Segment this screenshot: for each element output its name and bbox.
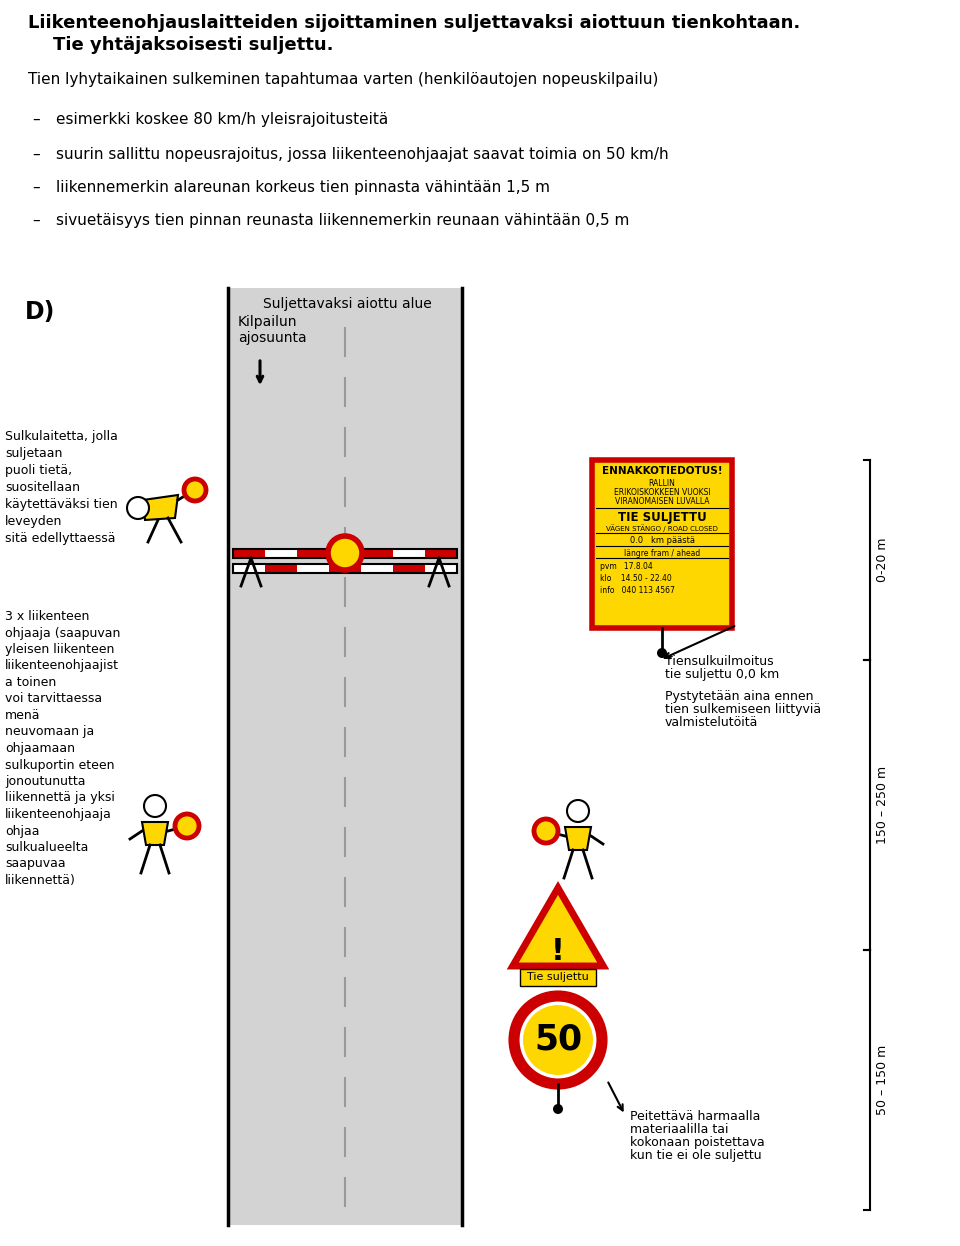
Text: Tie yhtäjaksoisesti suljettu.: Tie yhtäjaksoisesti suljettu.	[28, 36, 333, 54]
Text: 3 x liikenteen
ohjaaja (saapuvan
yleisen liikenteen
liikenteenohjaajist
a toinen: 3 x liikenteen ohjaaja (saapuvan yleisen…	[5, 611, 120, 887]
Bar	[265, 564, 297, 573]
Text: 50 – 150 m: 50 – 150 m	[876, 1045, 889, 1115]
Text: Tiensulkuilmoitus: Tiensulkuilmoitus	[665, 655, 774, 668]
Text: pvm   17.8.04: pvm 17.8.04	[600, 562, 653, 571]
Text: Liikenteenohjauslaitteiden sijoittaminen suljettavaksi aiottuun tienkohtaan.: Liikenteenohjauslaitteiden sijoittaminen…	[28, 14, 801, 32]
Text: sivuetäisyys tien pinnan reunasta liikennemerkin reunaan vähintään 0,5 m: sivuetäisyys tien pinnan reunasta liiken…	[56, 213, 630, 228]
Text: suurin sallittu nopeusrajoitus, jossa liikenteenohjaajat saavat toimia on 50 km/: suurin sallittu nopeusrajoitus, jossa li…	[56, 147, 668, 162]
Bar	[297, 564, 329, 573]
Polygon shape	[513, 888, 603, 966]
Text: längre fram / ahead: längre fram / ahead	[624, 549, 700, 558]
Bar	[329, 564, 361, 573]
Circle shape	[523, 1006, 593, 1075]
Text: –: –	[32, 112, 39, 127]
Polygon shape	[565, 827, 591, 850]
Polygon shape	[143, 495, 178, 520]
Circle shape	[657, 648, 667, 658]
Bar	[297, 549, 329, 558]
Text: VÄGEN STÄNGO / ROAD CLOSED: VÄGEN STÄNGO / ROAD CLOSED	[606, 525, 718, 532]
Bar	[425, 549, 457, 558]
Circle shape	[553, 1104, 563, 1114]
Circle shape	[567, 800, 589, 822]
Text: 50: 50	[534, 1023, 582, 1057]
Text: Tien lyhytaikainen sulkeminen tapahtumaa varten (henkilöautojen nopeuskilpailu): Tien lyhytaikainen sulkeminen tapahtumaa…	[28, 72, 659, 87]
Text: info   040 113 4567: info 040 113 4567	[600, 586, 675, 596]
Text: !: !	[551, 937, 564, 967]
Text: ERIKOISKOKKEEN VUOKSI: ERIKOISKOKKEEN VUOKSI	[613, 488, 710, 497]
Text: –: –	[32, 213, 39, 228]
Circle shape	[184, 478, 206, 501]
Bar	[361, 549, 393, 558]
Bar	[393, 549, 425, 558]
Bar	[361, 564, 393, 573]
Text: RALLIN: RALLIN	[649, 478, 676, 488]
Text: TIE SULJETTU: TIE SULJETTU	[617, 511, 707, 525]
Bar	[233, 564, 457, 573]
Text: Peitettävä harmaalla: Peitettävä harmaalla	[630, 1110, 760, 1123]
Circle shape	[144, 795, 166, 817]
Text: tien sulkemiseen liittyviä: tien sulkemiseen liittyviä	[665, 703, 821, 716]
Circle shape	[514, 996, 602, 1084]
Text: –: –	[32, 179, 39, 196]
Text: esimerkki koskee 80 km/h yleisrajoitusteitä: esimerkki koskee 80 km/h yleisrajoituste…	[56, 112, 388, 127]
Bar	[233, 549, 457, 558]
Bar	[393, 564, 425, 573]
Text: kun tie ei ole suljettu: kun tie ei ole suljettu	[630, 1149, 761, 1163]
Circle shape	[328, 536, 362, 569]
Text: Tie suljettu: Tie suljettu	[527, 972, 588, 982]
Text: 150 – 250 m: 150 – 250 m	[876, 766, 889, 844]
Text: valmistelutöitä: valmistelutöitä	[665, 716, 758, 729]
Text: Sulkulaitetta, jolla
suljetaan
puoli tietä,
suositellaan
käytettäväksi tien
leve: Sulkulaitetta, jolla suljetaan puoli tie…	[5, 430, 118, 545]
Text: Suljettavaksi aiottu alue: Suljettavaksi aiottu alue	[263, 297, 431, 312]
Bar	[265, 549, 297, 558]
Bar	[228, 288, 462, 1225]
Bar	[425, 564, 457, 573]
Text: D): D)	[25, 300, 56, 324]
Text: ENNAKKOTIEDOTUS!: ENNAKKOTIEDOTUS!	[602, 466, 722, 476]
Text: 0-20 m: 0-20 m	[876, 538, 889, 582]
Text: VIRANOMAISEN LUVALLA: VIRANOMAISEN LUVALLA	[614, 497, 709, 506]
Bar	[592, 460, 732, 628]
Text: 0.0   km päästä: 0.0 km päästä	[630, 536, 694, 545]
Text: klo    14.50 - 22.40: klo 14.50 - 22.40	[600, 574, 672, 583]
Bar	[329, 549, 361, 558]
Text: kokonaan poistettava: kokonaan poistettava	[630, 1136, 765, 1149]
Text: materiaalilla tai: materiaalilla tai	[630, 1123, 729, 1136]
Polygon shape	[142, 822, 168, 845]
Circle shape	[175, 814, 199, 839]
Circle shape	[127, 497, 149, 520]
Text: tie suljettu 0,0 km: tie suljettu 0,0 km	[665, 668, 780, 682]
Text: Pystytetään aina ennen: Pystytetään aina ennen	[665, 690, 813, 703]
Text: liikennemerkin alareunan korkeus tien pinnasta vähintään 1,5 m: liikennemerkin alareunan korkeus tien pi…	[56, 179, 550, 196]
Text: –: –	[32, 147, 39, 162]
Bar	[233, 549, 265, 558]
Circle shape	[534, 819, 558, 844]
Bar	[233, 564, 265, 573]
Bar	[520, 969, 596, 986]
Text: Kilpailun
ajosuunta: Kilpailun ajosuunta	[238, 315, 306, 345]
